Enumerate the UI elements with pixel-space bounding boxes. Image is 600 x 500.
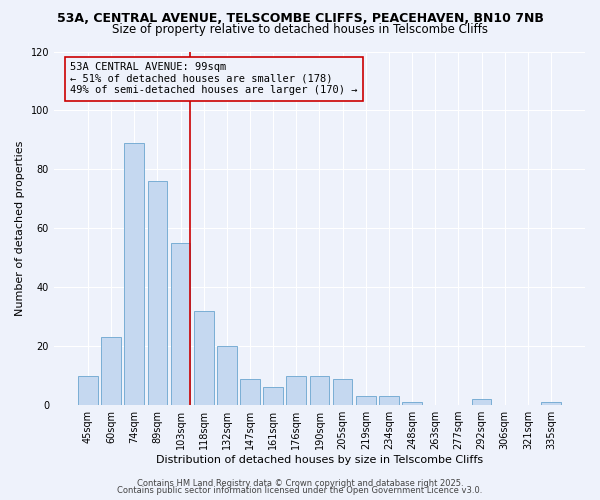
Bar	[263, 388, 283, 405]
Bar	[78, 376, 98, 405]
Text: Contains HM Land Registry data © Crown copyright and database right 2025.: Contains HM Land Registry data © Crown c…	[137, 478, 463, 488]
Bar	[356, 396, 376, 405]
Y-axis label: Number of detached properties: Number of detached properties	[15, 140, 25, 316]
Text: Size of property relative to detached houses in Telscombe Cliffs: Size of property relative to detached ho…	[112, 22, 488, 36]
Bar	[240, 378, 260, 405]
Bar	[101, 338, 121, 405]
Text: Contains public sector information licensed under the Open Government Licence v3: Contains public sector information licen…	[118, 486, 482, 495]
Text: 53A, CENTRAL AVENUE, TELSCOMBE CLIFFS, PEACEHAVEN, BN10 7NB: 53A, CENTRAL AVENUE, TELSCOMBE CLIFFS, P…	[56, 12, 544, 26]
Bar	[472, 399, 491, 405]
Bar	[124, 143, 144, 405]
Bar	[286, 376, 306, 405]
X-axis label: Distribution of detached houses by size in Telscombe Cliffs: Distribution of detached houses by size …	[156, 455, 483, 465]
Bar	[170, 243, 190, 405]
Bar	[310, 376, 329, 405]
Bar	[379, 396, 399, 405]
Bar	[217, 346, 236, 405]
Bar	[333, 378, 352, 405]
Bar	[402, 402, 422, 405]
Bar	[148, 181, 167, 405]
Bar	[194, 311, 214, 405]
Bar	[541, 402, 561, 405]
Text: 53A CENTRAL AVENUE: 99sqm
← 51% of detached houses are smaller (178)
49% of semi: 53A CENTRAL AVENUE: 99sqm ← 51% of detac…	[70, 62, 358, 96]
